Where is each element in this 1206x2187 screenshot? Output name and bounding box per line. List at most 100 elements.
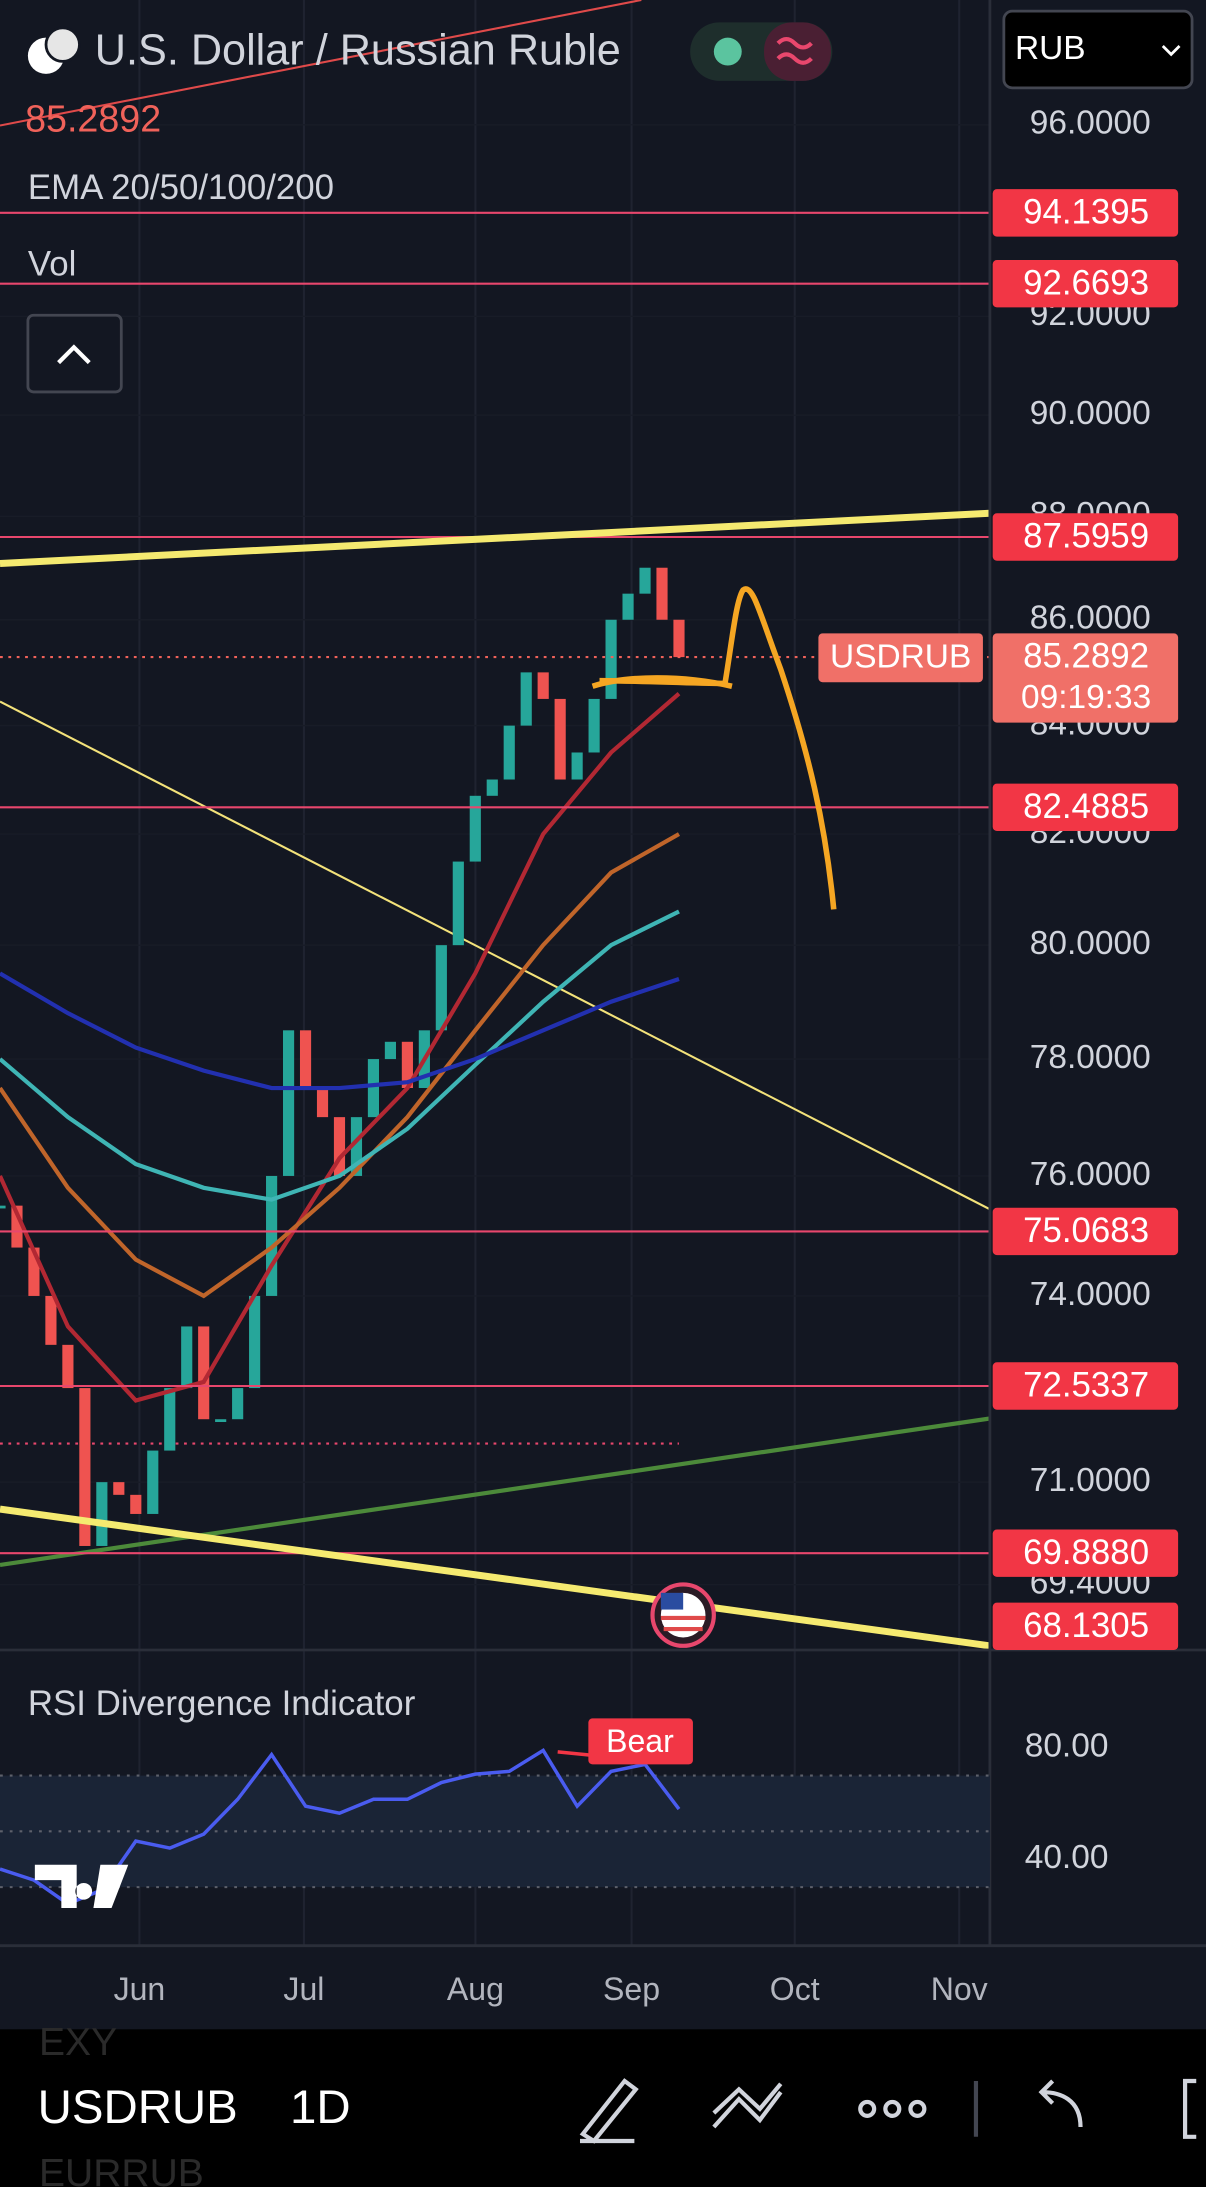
- candle: [571, 752, 583, 780]
- candle: [96, 1482, 108, 1546]
- candle: [249, 1295, 261, 1389]
- chart-bg: [0, 0, 1206, 2030]
- candle: [316, 1088, 329, 1118]
- toolbar-interval[interactable]: 1D: [290, 2081, 351, 2134]
- candle: [0, 1205, 6, 1209]
- candle: [486, 779, 498, 796]
- candle: [164, 1388, 176, 1451]
- y-tick-label: 74.0000: [1030, 1276, 1151, 1313]
- candle: [622, 593, 634, 620]
- level-tag: [992, 259, 1179, 308]
- candle: [147, 1450, 159, 1514]
- watchlist-item[interactable]: EXY: [39, 2021, 117, 2064]
- level-tag: [992, 1602, 1179, 1651]
- y-tick-label: 40.00: [1025, 1839, 1109, 1876]
- candle: [79, 1388, 91, 1546]
- y-tick-label: 96.0000: [1030, 105, 1151, 142]
- candle: [452, 861, 464, 946]
- y-tick-label: 76.0000: [1030, 1156, 1151, 1193]
- candle: [333, 1117, 346, 1176]
- level-tag: [992, 783, 1179, 832]
- candle: [554, 698, 566, 780]
- ema-line: [0, 832, 681, 1299]
- rsi-band: [0, 1775, 990, 1888]
- candle: [181, 1326, 193, 1389]
- x-tick-label: Aug: [447, 1971, 504, 2007]
- currency-select[interactable]: [1002, 9, 1194, 90]
- bear-label: Bear: [606, 1723, 674, 1759]
- rsi-title: RSI Divergence Indicator: [28, 1684, 416, 1723]
- candle: [350, 1117, 363, 1176]
- x-tick-label: Sep: [603, 1971, 660, 2007]
- candle: [656, 567, 668, 620]
- fade: [237, 2064, 268, 2157]
- candle: [113, 1482, 125, 1495]
- candle: [367, 1059, 380, 1118]
- indicator-label[interactable]: EMA 20/50/100/200: [28, 168, 334, 207]
- y-tick-label: 80.0000: [1030, 925, 1151, 962]
- x-tick-label: Jul: [283, 1971, 324, 2007]
- level-label: 69.8880: [1023, 1533, 1149, 1572]
- x-tick-label: Jun: [114, 1971, 166, 2007]
- price-tag-label: 85.2892: [1023, 637, 1149, 676]
- level-label: 72.5337: [1023, 1366, 1149, 1405]
- candle: [639, 567, 651, 594]
- y-tick-label: 86.0000: [1030, 600, 1151, 637]
- level-tag: [992, 1529, 1179, 1577]
- collapse-button[interactable]: [26, 313, 123, 394]
- candle: [198, 1326, 210, 1420]
- candle: [673, 619, 685, 658]
- ema-line: [0, 909, 680, 1202]
- candle: [130, 1494, 142, 1514]
- logo: [34, 1864, 129, 1909]
- y-tick-label: 80.00: [1025, 1727, 1109, 1764]
- toolbar-symbol[interactable]: USDRUB: [38, 2081, 238, 2134]
- chevron-down: [1161, 45, 1181, 57]
- candle: [45, 1295, 57, 1345]
- y-tick-label: 90.0000: [1030, 395, 1151, 432]
- candle: [384, 1041, 396, 1060]
- level-label: 75.0683: [1023, 1211, 1149, 1250]
- candle: [299, 1030, 312, 1089]
- y-tick-label: 78.0000: [1030, 1039, 1151, 1076]
- level-label: 94.1395: [1023, 192, 1149, 231]
- x-tick-label: Oct: [770, 1971, 820, 2007]
- price-tag: [992, 633, 1179, 723]
- candle: [282, 1030, 295, 1176]
- wave-icon: [776, 36, 813, 65]
- status-dot: [713, 37, 742, 66]
- chevron-up: [57, 344, 91, 365]
- level-label: 92.6693: [1023, 263, 1149, 302]
- watchlist-item[interactable]: EURRUB: [39, 2152, 204, 2187]
- level-tag: [992, 189, 1179, 237]
- currency-label: RUB: [1015, 30, 1086, 67]
- alert-pill[interactable]: [764, 22, 831, 81]
- candle: [232, 1388, 244, 1420]
- level-label: 87.5959: [1023, 517, 1149, 556]
- drawings: [0, 0, 990, 1568]
- level-tag: [992, 1362, 1179, 1410]
- candle: [588, 698, 600, 753]
- toolbar-icons[interactable]: [579, 2078, 1197, 2144]
- candle: [469, 795, 481, 862]
- x-tick-label: Nov: [931, 1971, 988, 2007]
- indicator-label[interactable]: Vol: [28, 245, 76, 284]
- level-label: 82.4885: [1023, 787, 1149, 826]
- symbol-tag: [818, 633, 983, 683]
- symbol-tag-label: USDRUB: [830, 638, 971, 675]
- candle: [605, 619, 617, 699]
- y-tick-label: 71.0000: [1030, 1462, 1151, 1499]
- header-price: 85.2892: [25, 97, 161, 139]
- candle: [215, 1419, 227, 1423]
- candle: [537, 672, 549, 699]
- level-label: 68.1305: [1023, 1606, 1149, 1645]
- candle: [435, 945, 447, 1031]
- candle: [401, 1041, 413, 1089]
- bear-tag: [588, 1718, 693, 1765]
- drawings-top: [0, 509, 990, 1650]
- candle: [503, 725, 515, 780]
- symbol-title: U.S. Dollar / Russian Ruble: [95, 26, 621, 74]
- flag-icon: [44, 26, 81, 63]
